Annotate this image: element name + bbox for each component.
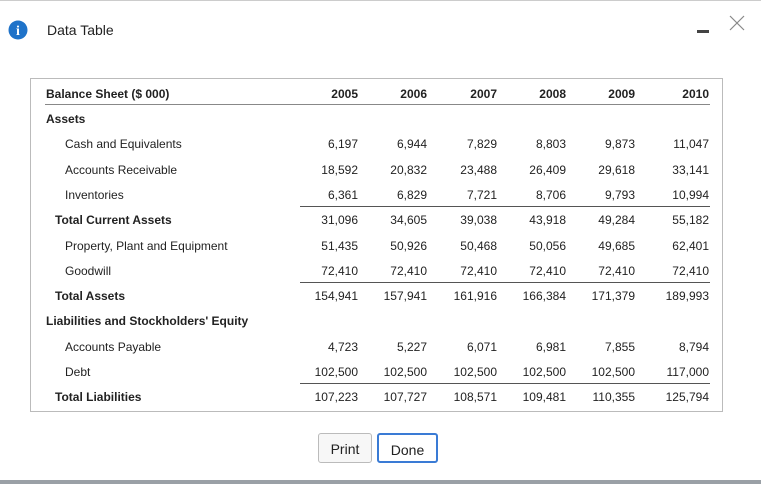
- bottom-bar: [0, 480, 761, 484]
- top-border: [0, 0, 761, 1]
- year-header: 2006: [400, 87, 427, 101]
- cell-value: 49,284: [598, 213, 635, 228]
- year-header: 2008: [539, 87, 566, 101]
- row-label: Total Assets: [55, 289, 126, 304]
- cell-value: 171,379: [591, 289, 635, 304]
- cell-value: 5,227: [396, 339, 427, 354]
- cell-value: 6,361: [327, 187, 358, 202]
- year-header: 2005: [331, 87, 358, 101]
- cell-value: 55,182: [672, 213, 709, 228]
- cell-value: 8,706: [535, 187, 566, 202]
- cell-value: 72,410: [390, 263, 427, 278]
- cell-value: 72,410: [598, 263, 635, 278]
- subtotal-rule: [300, 205, 710, 207]
- cell-value: 102,500: [383, 365, 427, 379]
- cell-value: 107,223: [314, 390, 358, 405]
- cell-value: 62,401: [672, 238, 709, 253]
- dialog-title: Data Table: [47, 22, 114, 38]
- cell-value: 43,918: [529, 213, 566, 228]
- minimize-button[interactable]: [697, 30, 709, 33]
- header-rule: [45, 104, 710, 105]
- cell-value: 72,410: [672, 263, 709, 278]
- cell-value: 72,410: [529, 263, 566, 278]
- row-label: Property, Plant and Equipment: [65, 238, 228, 253]
- year-header: 2007: [470, 87, 497, 101]
- cell-value: 49,685: [598, 238, 635, 253]
- subtotal-rule: [300, 383, 710, 384]
- info-icon: i: [8, 20, 28, 40]
- cell-value: 166,384: [522, 289, 566, 304]
- print-button[interactable]: Print: [318, 433, 372, 463]
- cell-value: 102,500: [522, 365, 566, 379]
- section-label: Assets: [46, 112, 86, 126]
- cell-value: 50,056: [529, 238, 566, 253]
- cell-value: 108,571: [453, 390, 497, 405]
- row-label: Cash and Equivalents: [65, 137, 182, 152]
- cell-value: 29,618: [598, 162, 635, 177]
- cell-value: 157,941: [383, 289, 427, 304]
- row-label: Accounts Payable: [65, 339, 162, 354]
- row-label: Debt: [65, 365, 91, 379]
- close-button[interactable]: [728, 14, 746, 32]
- done-button[interactable]: Done: [377, 433, 438, 463]
- cell-value: 8,794: [678, 339, 709, 354]
- cell-value: 18,592: [321, 162, 358, 177]
- cell-value: 125,794: [665, 390, 709, 405]
- cell-value: 7,721: [466, 187, 497, 202]
- cell-value: 26,409: [529, 162, 566, 177]
- year-header: 2009: [608, 87, 635, 101]
- cell-value: 72,410: [321, 263, 358, 278]
- table-frame: [30, 78, 723, 412]
- cell-value: 102,500: [453, 365, 497, 379]
- cell-value: 51,435: [321, 238, 358, 253]
- cell-value: 10,994: [672, 187, 709, 202]
- row-label: Goodwill: [65, 263, 112, 278]
- row-label: Total Liabilities: [55, 390, 142, 405]
- cell-value: 4,723: [327, 339, 358, 354]
- cell-value: 161,916: [453, 289, 497, 304]
- cell-value: 20,832: [390, 162, 427, 177]
- section-label: Liabilities and Stockholders' Equity: [46, 314, 249, 329]
- cell-value: 9,793: [604, 187, 635, 202]
- cell-value: 33,141: [672, 162, 709, 177]
- cell-value: 50,926: [390, 238, 427, 253]
- cell-value: 31,096: [321, 213, 358, 228]
- cell-value: 189,993: [665, 289, 709, 304]
- cell-value: 9,873: [604, 137, 635, 152]
- cell-value: 102,500: [591, 365, 635, 379]
- row-label: Inventories: [65, 187, 124, 202]
- cell-value: 110,355: [592, 390, 636, 405]
- cell-value: 6,981: [535, 339, 566, 354]
- header-label: Balance Sheet ($ 000): [46, 87, 170, 101]
- cell-value: 6,829: [396, 187, 427, 202]
- cell-value: 6,197: [327, 137, 358, 152]
- cell-value: 117,000: [666, 365, 710, 379]
- cell-value: 23,488: [460, 162, 497, 177]
- row-label: Total Current Assets: [55, 213, 172, 228]
- row-label: Accounts Receivable: [65, 162, 178, 177]
- cell-value: 11,047: [673, 137, 709, 152]
- year-header: 2010: [682, 87, 709, 101]
- cell-value: 72,410: [460, 263, 497, 278]
- cell-value: 50,468: [460, 238, 497, 253]
- cell-value: 102,500: [314, 365, 358, 379]
- subtotal-rule: [300, 281, 710, 283]
- cell-value: 107,727: [383, 390, 427, 405]
- cell-value: 154,941: [314, 289, 358, 304]
- cell-value: 34,605: [390, 213, 427, 228]
- cell-value: 109,481: [522, 390, 566, 405]
- cell-value: 7,855: [604, 339, 635, 354]
- cell-value: 6,071: [466, 339, 497, 354]
- cell-value: 8,803: [535, 137, 566, 152]
- svg-text:i: i: [16, 24, 20, 39]
- cell-value: 39,038: [460, 213, 497, 228]
- cell-value: 7,829: [466, 137, 497, 152]
- cell-value: 6,944: [396, 137, 427, 152]
